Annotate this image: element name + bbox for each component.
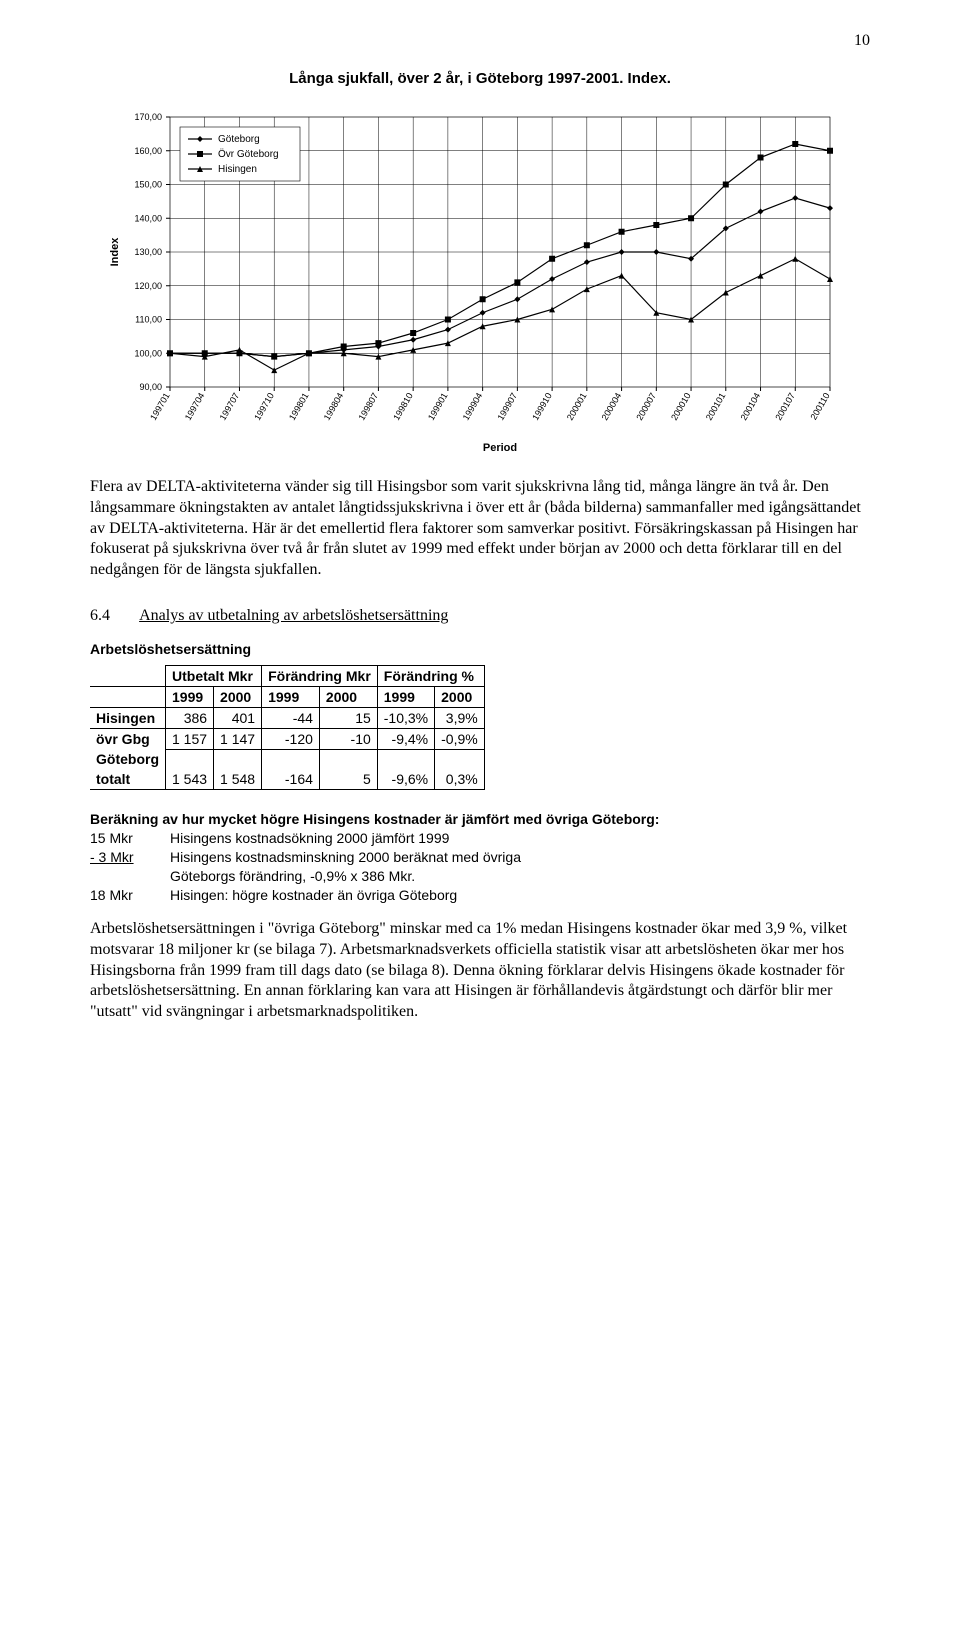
unemployment-table: Utbetalt Mkr Förändring Mkr Förändring %… — [90, 665, 485, 791]
svg-text:199707: 199707 — [218, 391, 242, 422]
svg-text:100,00: 100,00 — [134, 348, 162, 358]
page-number: 10 — [854, 32, 870, 50]
svg-text:199907: 199907 — [495, 391, 519, 422]
paragraph-1: Flera av DELTA-aktiviteterna vänder sig … — [90, 477, 870, 581]
table-year-header-row: 1999 2000 1999 2000 1999 2000 — [90, 686, 484, 707]
svg-text:200004: 200004 — [600, 391, 624, 422]
svg-text:130,00: 130,00 — [134, 247, 162, 257]
svg-text:199810: 199810 — [391, 391, 415, 422]
svg-text:199704: 199704 — [183, 391, 207, 422]
svg-text:140,00: 140,00 — [134, 213, 162, 223]
svg-text:170,00: 170,00 — [134, 112, 162, 122]
table-row: totalt 1 543 1 548 -164 5 -9,6% 0,3% — [90, 769, 484, 790]
paragraph-2: Arbetslöshetsersättningen i "övriga Göte… — [90, 919, 870, 1023]
svg-text:160,00: 160,00 — [134, 146, 162, 156]
calculation-block: Beräkning av hur mycket högre Hisingens … — [90, 810, 870, 904]
svg-text:200007: 200007 — [634, 391, 658, 422]
table-group-header-row: Utbetalt Mkr Förändring Mkr Förändring % — [90, 665, 484, 686]
section-title: Analys av utbetalning av arbetslöshetser… — [139, 607, 448, 624]
index-chart: 90,00 100,00 110,00 120,00 130,00 140,00 150,0… — [100, 97, 860, 457]
svg-text:200110: 200110 — [808, 391, 831, 421]
svg-text:200101: 200101 — [704, 391, 728, 422]
table-row: Göteborg — [90, 749, 484, 769]
svg-text:Hisingen: Hisingen — [218, 164, 257, 175]
svg-text:199801: 199801 — [287, 391, 311, 422]
svg-text:Övr Göteborg: Övr Göteborg — [218, 148, 279, 160]
table-title: Arbetslöshetsersättning — [90, 641, 870, 657]
svg-text:200107: 200107 — [773, 391, 797, 422]
svg-text:120,00: 120,00 — [134, 281, 162, 291]
calc-title: Beräkning av hur mycket högre Hisingens … — [90, 810, 870, 829]
chart-svg: 90,00 100,00 110,00 120,00 130,00 140,00 150,0… — [100, 97, 860, 457]
col-group-forandring-mkr: Förändring Mkr — [262, 665, 378, 686]
calc-line: 15 MkrHisingens kostnadsökning 2000 jämf… — [90, 829, 870, 848]
svg-text:Göteborg: Göteborg — [218, 134, 260, 145]
svg-text:200001: 200001 — [565, 391, 589, 422]
svg-text:199901: 199901 — [426, 391, 450, 422]
svg-text:199804: 199804 — [322, 391, 346, 422]
svg-text:150,00: 150,00 — [134, 180, 162, 190]
svg-text:90,00: 90,00 — [139, 382, 162, 392]
svg-text:199807: 199807 — [356, 391, 380, 422]
svg-text:200104: 200104 — [739, 391, 763, 422]
section-number: 6.4 — [90, 607, 136, 625]
table-row: övr Gbg 1 157 1 147 -120 -10 -9,4% -0,9% — [90, 728, 484, 749]
col-group-forandring-pct: Förändring % — [377, 665, 484, 686]
calc-line: Göteborgs förändring, -0,9% x 386 Mkr. — [90, 867, 870, 886]
svg-text:199910: 199910 — [530, 391, 554, 422]
svg-text:199701: 199701 — [148, 391, 172, 422]
svg-text:Index: Index — [109, 237, 121, 267]
col-group-utbetalt: Utbetalt Mkr — [166, 665, 262, 686]
svg-text:199904: 199904 — [461, 391, 485, 422]
svg-text:199710: 199710 — [252, 391, 276, 422]
chart-title: Långa sjukfall, över 2 år, i Göteborg 19… — [90, 70, 870, 87]
calc-line: 18 MkrHisingen: högre kostnader än övrig… — [90, 886, 870, 905]
table-row: Hisingen 386 401 -44 15 -10,3% 3,9% — [90, 707, 484, 728]
svg-text:Period: Period — [483, 442, 517, 454]
svg-text:110,00: 110,00 — [135, 315, 162, 325]
section-heading: 6.4 Analys av utbetalning av arbetslöshe… — [90, 607, 870, 625]
svg-text:200010: 200010 — [669, 391, 693, 422]
calc-line: - 3 MkrHisingens kostnadsminskning 2000 … — [90, 848, 870, 867]
